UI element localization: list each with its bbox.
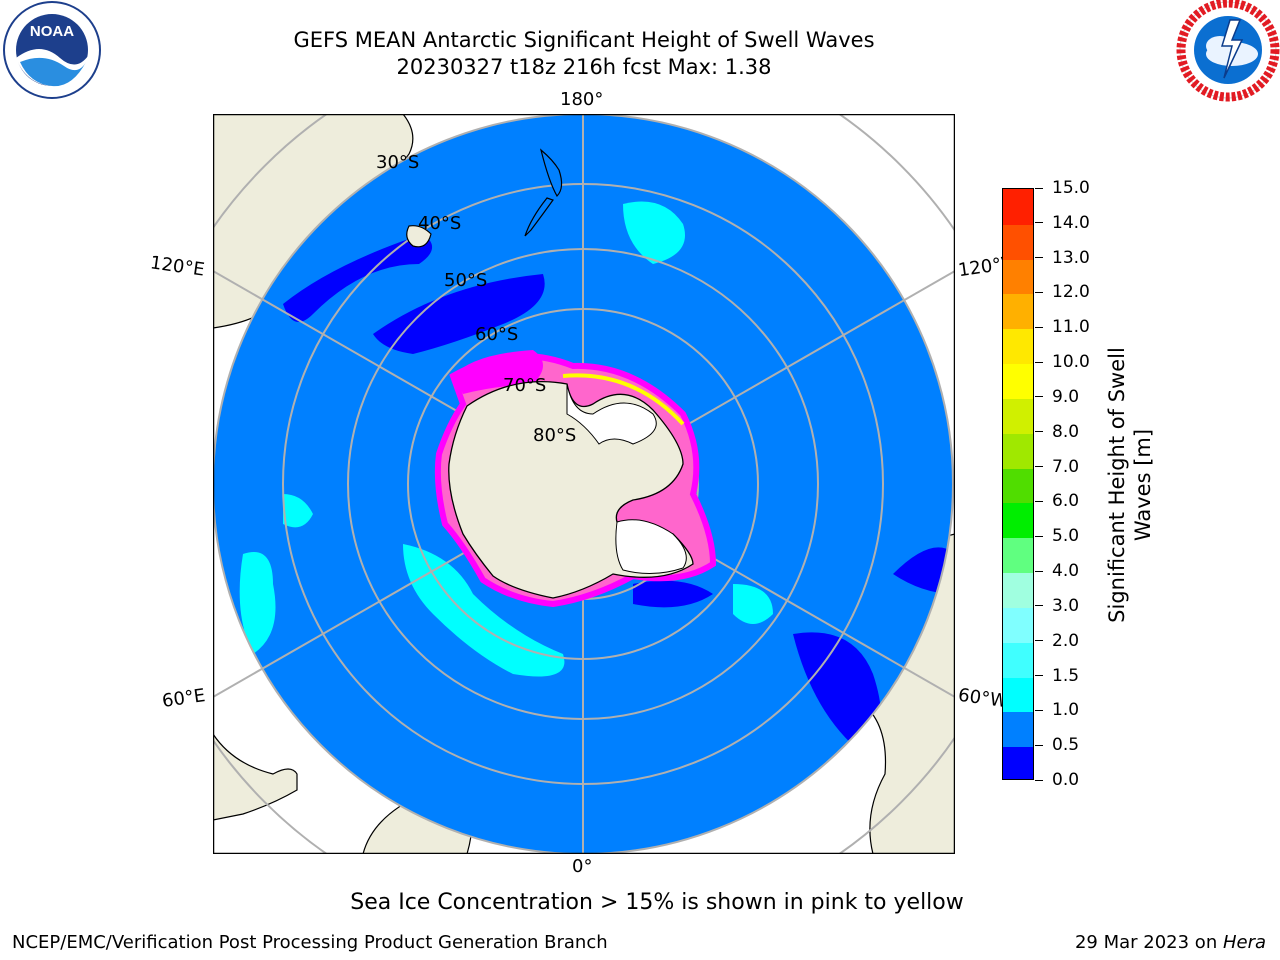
- swell-1-5m-region: [283, 494, 313, 528]
- colorbar-tick: [1035, 535, 1043, 537]
- colorbar-tick-label: 5.0: [1052, 526, 1080, 547]
- colorbar-segment: [1003, 467, 1033, 504]
- polar-map: [213, 114, 955, 854]
- noaa-text: NOAA: [30, 23, 74, 40]
- colorbar-segment: [1003, 223, 1033, 260]
- colorbar-tick-label: 1.0: [1052, 700, 1080, 721]
- colorbar-tick-label: 12.0: [1052, 282, 1090, 303]
- footer-host: Hera: [1222, 932, 1266, 953]
- colorbar-tick: [1035, 500, 1043, 502]
- nws-logo: [1176, 0, 1280, 102]
- chart-subtitle: 20230327 t18z 216h fcst Max: 1.38: [396, 55, 772, 79]
- colorbar-segment: [1003, 606, 1033, 643]
- low-swell-region: [373, 274, 545, 354]
- lon-label-0: 0°: [572, 856, 593, 877]
- colorbar-segment: [1003, 432, 1033, 469]
- africa-land: [213, 732, 298, 821]
- low-swell-region: [793, 632, 881, 754]
- colorbar-tick-label: 8.0: [1052, 421, 1080, 442]
- colorbar: [1002, 188, 1034, 780]
- colorbar-tick: [1035, 640, 1043, 642]
- footer-branch: NCEP/EMC/Verification Post Processing Pr…: [12, 932, 608, 953]
- colorbar-title: Significant Height of Swell Waves [m]: [1105, 347, 1155, 623]
- colorbar-tick: [1035, 466, 1043, 468]
- colorbar-tick-label: 7.0: [1052, 456, 1080, 477]
- colorbar-tick-label: 11.0: [1052, 317, 1090, 338]
- colorbar-tick: [1035, 291, 1043, 293]
- lon-label-120e: 120°E: [148, 252, 206, 281]
- lat-label-70s: 70°S: [503, 375, 547, 396]
- lat-label-30s: 30°S: [376, 152, 420, 173]
- colorbar-segment: [1003, 328, 1033, 365]
- footer-date: 29 Mar 2023 on Hera: [1075, 932, 1266, 953]
- colorbar-segment: [1003, 641, 1033, 678]
- colorbar-tick: [1035, 431, 1043, 433]
- colorbar-tick: [1035, 744, 1043, 746]
- weddell-ice-shelf: [615, 519, 687, 574]
- colorbar-tick: [1035, 675, 1043, 677]
- colorbar-tick-label: 10.0: [1052, 352, 1090, 373]
- colorbar-tick-label: 4.0: [1052, 561, 1080, 582]
- colorbar-tick: [1035, 605, 1043, 607]
- lat-label-40s: 40°S: [418, 213, 462, 234]
- colorbar-segment: [1003, 293, 1033, 330]
- colorbar-tick-label: 6.0: [1052, 491, 1080, 512]
- colorbar-segment: [1003, 746, 1033, 779]
- colorbar-tick: [1035, 326, 1043, 328]
- colorbar-segment: [1003, 397, 1033, 434]
- colorbar-segment: [1003, 711, 1033, 748]
- lon-label-180: 180°: [560, 89, 604, 110]
- sea-ice-note: Sea Ice Concentration > 15% is shown in …: [350, 890, 964, 915]
- colorbar-tick-label: 2.0: [1052, 630, 1080, 651]
- low-swell-region: [633, 580, 713, 608]
- footer-date-text: 29 Mar 2023 on: [1074, 932, 1223, 953]
- colorbar-tick: [1035, 187, 1043, 189]
- sea-ice-yellow-edge: [562, 373, 685, 426]
- colorbar-segment: [1003, 502, 1033, 539]
- colorbar-tick: [1035, 257, 1043, 259]
- colorbar-tick: [1035, 779, 1043, 781]
- chart-title: GEFS MEAN Antarctic Significant Height o…: [293, 28, 875, 52]
- noaa-logo: NOAA: [3, 1, 101, 99]
- colorbar-tick-label: 3.0: [1052, 595, 1080, 616]
- swell-1-5m-region: [403, 544, 565, 677]
- colorbar-tick: [1035, 396, 1043, 398]
- colorbar-tick: [1035, 222, 1043, 224]
- colorbar-tick: [1035, 570, 1043, 572]
- colorbar-tick-label: 9.0: [1052, 386, 1080, 407]
- colorbar-segment: [1003, 572, 1033, 608]
- new-zealand-land: [524, 148, 563, 237]
- lat-label-50s: 50°S: [444, 270, 488, 291]
- tasmania-land: [406, 225, 432, 248]
- colorbar-segment: [1003, 676, 1033, 713]
- swell-1-5m-region: [623, 201, 685, 264]
- swell-1-5m-region: [733, 584, 773, 624]
- lat-label-80s: 80°S: [533, 425, 577, 446]
- swell-1-5m-region: [239, 552, 276, 654]
- colorbar-segment: [1003, 189, 1033, 225]
- ross-ice-shelf: [566, 383, 657, 445]
- colorbar-tick-label: 14.0: [1052, 212, 1090, 233]
- colorbar-segment: [1003, 258, 1033, 295]
- low-swell-region: [283, 234, 433, 322]
- colorbar-segment: [1003, 363, 1033, 399]
- lat-label-60s: 60°S: [475, 324, 519, 345]
- colorbar-tick-label: 0.5: [1052, 735, 1080, 756]
- colorbar-tick-label: 0.0: [1052, 770, 1080, 790]
- colorbar-segment: [1003, 537, 1033, 574]
- colorbar-tick-label: 15.0: [1052, 178, 1090, 198]
- colorbar-tick: [1035, 361, 1043, 363]
- colorbar-tick-label: 13.0: [1052, 247, 1090, 268]
- lon-label-60e: 60°E: [160, 685, 207, 712]
- colorbar-tick: [1035, 709, 1043, 711]
- colorbar-tick-label: 1.5: [1052, 665, 1080, 686]
